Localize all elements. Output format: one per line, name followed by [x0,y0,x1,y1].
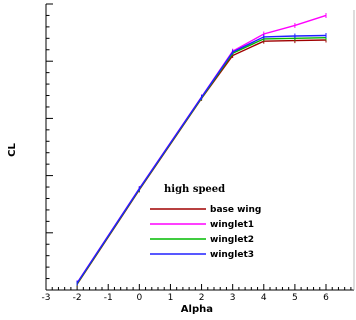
x-tick-label: 4 [261,293,267,303]
x-tick-label: 6 [323,293,329,303]
x-tick-label: -2 [73,293,82,303]
legend-title: high speed [164,184,225,195]
x-axis-ticks: -3 -2 -1 0 1 2 3 4 5 6 [42,284,352,303]
legend: high speed base wing winglet1 winglet2 wing… [150,184,261,260]
series-line-4 [76,34,327,284]
plot-frame [45,4,355,291]
y-axis-label: CL [7,143,18,157]
x-tick-label: 2 [199,293,205,303]
legend-label-4: winglet3 [210,250,254,260]
x-tick-label: 3 [230,293,236,303]
x-tick-label: 0 [136,293,142,303]
series-line-3 [76,37,327,285]
series-line-1 [76,39,327,285]
legend-label-3: winglet2 [210,235,254,245]
series-lines [76,12,327,287]
x-tick-label: 1 [168,293,174,303]
y-axis-ticks [46,3,53,291]
x-axis-label: Alpha [181,304,213,315]
x-tick-label: -3 [42,293,51,303]
x-tick-label: -1 [104,293,113,303]
legend-label-2: winglet1 [210,220,254,230]
series-line-2 [76,14,327,284]
x-tick-label: 5 [292,293,298,303]
legend-label-1: base wing [210,205,261,215]
